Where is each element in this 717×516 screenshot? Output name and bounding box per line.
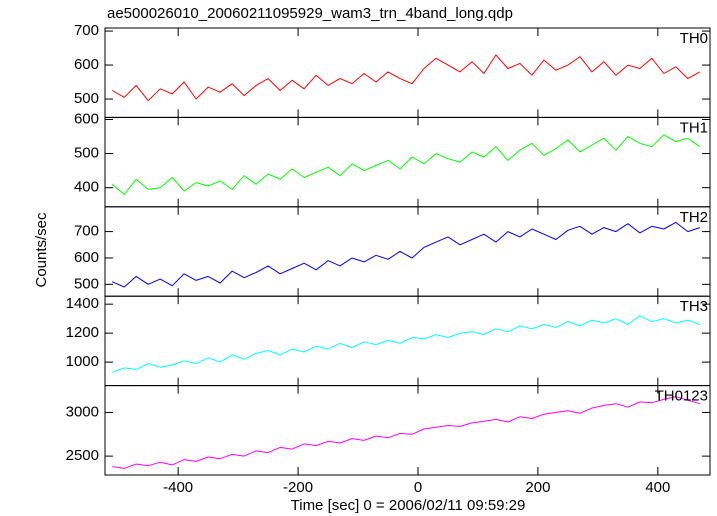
y-tick-label: 700	[74, 22, 99, 39]
x-tick-label: -200	[283, 479, 313, 496]
panel-label: TH0123	[655, 388, 708, 405]
y-axis-label: Counts/sec	[33, 212, 50, 288]
x-tick-label: -400	[163, 479, 193, 496]
light-curve	[111, 221, 700, 288]
panel-label: TH0	[680, 30, 708, 47]
y-tick-label: 500	[74, 275, 99, 292]
light-curve	[111, 54, 701, 102]
panel-label: TH2	[680, 209, 708, 226]
y-tick-label: 600	[74, 56, 99, 73]
panel-label: TH3	[680, 298, 708, 315]
y-tick-label: 1000	[66, 353, 99, 370]
chart-title: ae500026010_20060211095929_wam3_trn_4ban…	[107, 5, 513, 22]
y-tick-label: 2500	[66, 447, 99, 464]
y-tick-label: 500	[74, 145, 99, 162]
y-tick-label: 3000	[66, 403, 99, 420]
y-tick-label: 400	[74, 179, 99, 196]
x-tick-label: 400	[645, 479, 670, 496]
y-tick-label: 500	[74, 90, 99, 107]
panel-frame	[104, 295, 711, 387]
x-tick-label: 200	[525, 479, 550, 496]
light-curve	[112, 315, 700, 373]
x-axis-label: Time [sec] 0 = 2006/02/11 09:59:29	[291, 497, 526, 514]
y-tick-label: 1400	[66, 295, 99, 312]
light-curve	[111, 134, 701, 195]
y-tick-label: 600	[74, 110, 99, 127]
panel-frame	[104, 385, 711, 476]
light-curve	[112, 396, 700, 469]
x-tick-label: 0	[414, 479, 422, 496]
y-tick-label: 1200	[66, 324, 99, 341]
y-tick-label: 600	[74, 249, 99, 266]
panel-label: TH1	[680, 119, 708, 136]
y-tick-label: 700	[74, 223, 99, 240]
panel-frame	[104, 206, 711, 297]
